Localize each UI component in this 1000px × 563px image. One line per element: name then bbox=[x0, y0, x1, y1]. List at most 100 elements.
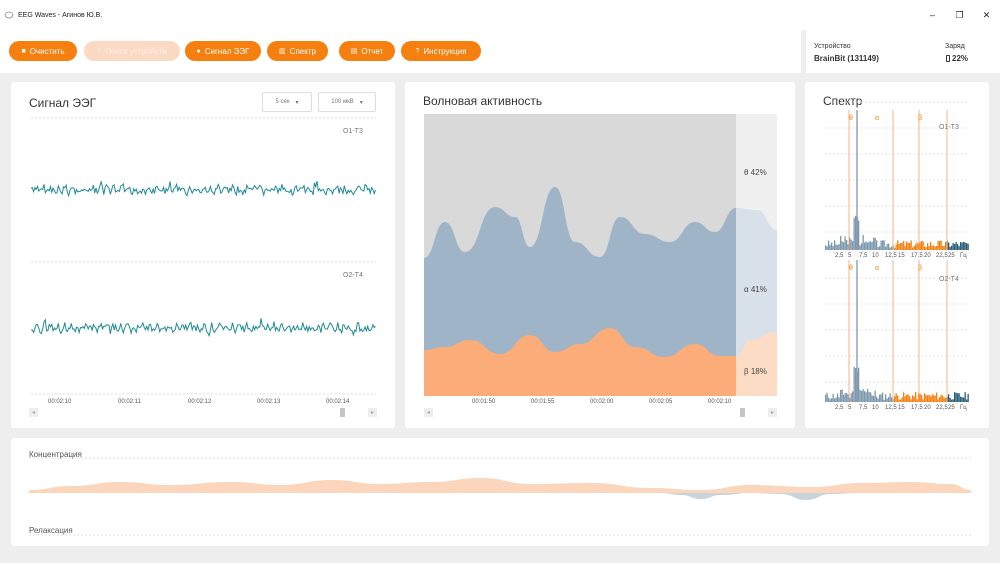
spectrum-bar bbox=[889, 393, 891, 402]
spectrum-bar bbox=[870, 392, 872, 402]
eeg-trace-o2-t4 bbox=[30, 318, 376, 338]
scroll-left-arrow[interactable]: ◂ bbox=[424, 408, 433, 417]
spectrum-bar bbox=[894, 247, 896, 250]
spectrum-bar bbox=[895, 244, 897, 250]
spectrum-bar bbox=[939, 397, 941, 402]
spectrum-bar bbox=[934, 395, 936, 402]
frequency-tick: 15 bbox=[898, 405, 905, 411]
frequency-tick: 5 bbox=[848, 405, 852, 411]
spectrum-bar bbox=[888, 243, 890, 250]
concentration-label: Концентрация bbox=[29, 450, 82, 459]
device-label: Устройство bbox=[814, 43, 851, 50]
search-icon: ⌕ bbox=[97, 47, 102, 54]
spectrum-bar bbox=[867, 388, 869, 402]
spectrum-bar bbox=[852, 391, 854, 402]
time-tick: 00:02:13 bbox=[257, 399, 281, 405]
spectrum-bar bbox=[958, 246, 960, 250]
spectrum-bar bbox=[909, 242, 911, 250]
spectrum-bar bbox=[864, 242, 866, 250]
spectrum-bar bbox=[948, 394, 950, 402]
frequency-tick: 2,5 bbox=[835, 405, 844, 411]
scroll-thumb[interactable] bbox=[340, 408, 345, 417]
time-tick: 00:02:12 bbox=[188, 399, 212, 405]
relaxation-label: Релаксация bbox=[29, 526, 73, 535]
spectrum-bar bbox=[862, 235, 864, 250]
report-button[interactable]: ▤ Отчет bbox=[339, 41, 395, 61]
spectrum-bar bbox=[945, 241, 947, 250]
spectrum-bar bbox=[945, 397, 947, 402]
amplitude-select[interactable]: 100 мкВ ▾ bbox=[318, 92, 376, 112]
spectrum-bar bbox=[865, 241, 867, 250]
window-title: EEG Waves - Агинов Ю.В. bbox=[18, 11, 103, 19]
title-bar: EEG Waves - Агинов Ю.В. – ❐ ✕ bbox=[0, 0, 1000, 30]
theta-percentage: θ 42% bbox=[744, 168, 767, 177]
spectrum-bar bbox=[850, 393, 852, 402]
spectrum-bar bbox=[861, 390, 863, 402]
spectrum-bar bbox=[927, 243, 929, 250]
scroll-right-arrow[interactable]: ▸ bbox=[368, 408, 377, 417]
spectrum-bar bbox=[897, 395, 899, 402]
scroll-thumb[interactable] bbox=[740, 408, 745, 417]
eeg-signal-button[interactable]: ● Сигнал ЭЭГ bbox=[185, 41, 261, 61]
eeg-panel: Сигнал ЭЭГ 5 сек ▾ 100 мкВ ▾ O1-T3 O2-T4… bbox=[11, 82, 395, 428]
spectrum-bar bbox=[828, 240, 830, 250]
spectrum-bar bbox=[843, 394, 845, 402]
toolbar: ■ Очистить ⌕ Поиск устройств ● Сигнал ЭЭ… bbox=[0, 30, 801, 73]
spectrum-chart bbox=[825, 101, 969, 402]
spectrum-bar bbox=[828, 397, 830, 402]
time-tick: 00:02:14 bbox=[326, 399, 350, 405]
spectrum-bar bbox=[859, 389, 861, 402]
time-tick: 00:01:55 bbox=[531, 399, 555, 405]
search-devices-button[interactable]: ⌕ Поиск устройств bbox=[84, 41, 180, 61]
frequency-tick: 12,5 bbox=[885, 253, 897, 259]
spectrum-bar bbox=[885, 394, 887, 402]
brain-icon bbox=[4, 11, 14, 19]
spectrum-bar bbox=[933, 245, 935, 250]
spectrum-bar bbox=[931, 394, 933, 402]
concentration-area bbox=[29, 478, 971, 493]
spectrum-bar bbox=[883, 240, 885, 250]
spectrum-bar bbox=[831, 242, 833, 250]
beta-area bbox=[424, 328, 736, 396]
spectrum-bar bbox=[834, 240, 836, 250]
instruction-button[interactable]: ? Инструкция bbox=[401, 41, 481, 61]
spectrum-bar bbox=[910, 399, 912, 402]
spectrum-bar bbox=[963, 397, 965, 402]
clear-button[interactable]: ■ Очистить bbox=[9, 41, 77, 61]
maximize-button[interactable]: ❐ bbox=[955, 9, 964, 20]
spectrum-bar bbox=[838, 397, 840, 402]
scroll-left-arrow[interactable]: ◂ bbox=[29, 408, 38, 417]
spectrum-bar bbox=[829, 244, 831, 250]
spectrum-bar bbox=[954, 244, 956, 250]
channel-label-o1-t3: O1-T3 bbox=[343, 128, 363, 135]
spectrum-bar bbox=[868, 241, 870, 250]
frequency-tick: 25 bbox=[948, 253, 955, 259]
spectrum-bar bbox=[955, 392, 957, 402]
spectrum-bar bbox=[904, 246, 906, 250]
spectrum-bar bbox=[942, 246, 944, 250]
spectrum-button[interactable]: ▥ Спектр bbox=[267, 41, 328, 61]
spectrum-bar bbox=[961, 397, 963, 402]
close-button[interactable]: ✕ bbox=[982, 9, 991, 20]
spectrum-bar bbox=[855, 215, 857, 250]
spectrum-bar bbox=[849, 397, 851, 402]
spectrum-bar bbox=[832, 245, 834, 250]
time-tick: 00:01:50 bbox=[472, 399, 496, 405]
minimize-button[interactable]: – bbox=[929, 10, 935, 20]
spectrum-bar bbox=[835, 397, 837, 402]
spectrum-bar bbox=[966, 243, 968, 250]
spectrum-bar bbox=[843, 242, 845, 250]
scroll-right-arrow[interactable]: ▸ bbox=[768, 408, 777, 417]
spectrum-bar bbox=[897, 240, 899, 250]
frequency-tick: 7,5 bbox=[859, 253, 868, 259]
spectrum-bar bbox=[907, 394, 909, 402]
spectrum-bar bbox=[847, 394, 849, 402]
spectrum-bar bbox=[901, 397, 903, 402]
spectrum-bar bbox=[951, 245, 953, 250]
alpha-band-label: α bbox=[875, 265, 880, 272]
frequency-tick: 12,5 bbox=[885, 405, 897, 411]
frequency-tick: 7,5 bbox=[859, 405, 868, 411]
spectrum-bar bbox=[861, 243, 863, 250]
time-window-select[interactable]: 5 сек ▾ bbox=[262, 92, 312, 112]
spectrum-bar bbox=[924, 393, 926, 402]
